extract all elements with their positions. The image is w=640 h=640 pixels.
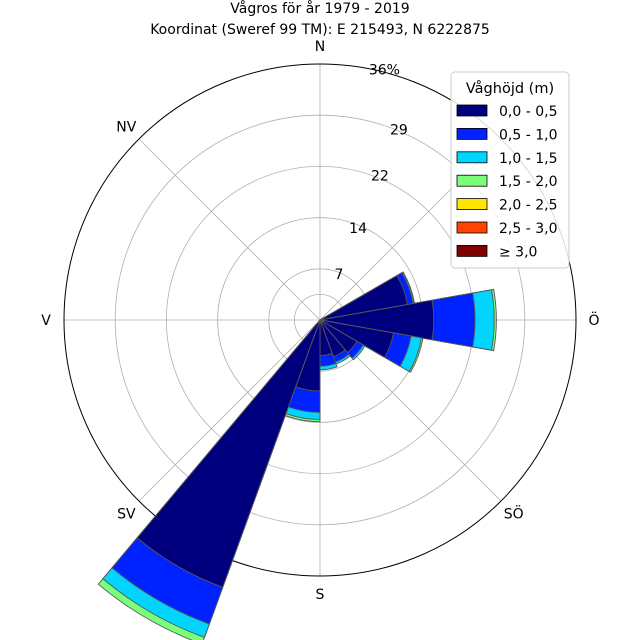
direction-label: SV <box>117 507 136 523</box>
legend-label: 1,0 - 1,5 <box>499 151 557 167</box>
chart-title: Vågros för år 1979 - 2019 <box>230 0 409 17</box>
legend-label: 0,0 - 0,5 <box>499 104 557 120</box>
rose-bars <box>97 271 497 640</box>
direction-label: SÖ <box>504 505 524 523</box>
legend-label: ≥ 3,0 <box>499 244 537 260</box>
legend-label: 2,0 - 2,5 <box>499 198 557 214</box>
direction-label: Ö <box>588 311 599 329</box>
direction-label: N <box>315 39 325 55</box>
legend-swatch <box>456 244 488 257</box>
rose-bar-segment <box>136 319 321 588</box>
ring-tick-label: 29 <box>390 123 408 139</box>
legend-swatch <box>456 104 488 117</box>
legend: Våghöjd (m) 0,0 - 0,5 0,5 - 1,0 1,0 - 1,5 1,… <box>450 71 570 269</box>
ring-tick-label: 14 <box>349 221 367 237</box>
legend-swatch <box>456 198 488 211</box>
legend-swatch <box>456 174 488 187</box>
chart-subtitle: Koordinat (Sweref 99 TM): E 215493, N 62… <box>150 22 490 38</box>
direction-label: NV <box>116 119 136 135</box>
direction-label: V <box>41 313 51 329</box>
legend-swatch <box>456 127 488 140</box>
polar-labels: N NV V SV S SÖ Ö 7 14 22 29 36% <box>41 39 599 603</box>
ring-tick-label: 22 <box>371 169 389 185</box>
rose-bar-segment <box>319 319 395 358</box>
legend-label: 0,5 - 1,0 <box>499 127 557 143</box>
direction-label: S <box>316 587 325 603</box>
legend-swatch <box>456 221 488 234</box>
legend-label: 2,5 - 3,0 <box>499 221 557 237</box>
legend-swatch <box>456 151 488 164</box>
radial-gridline <box>138 319 321 502</box>
radial-gridline <box>138 138 321 321</box>
rose-bar-segment <box>319 299 435 341</box>
outer-ring <box>63 63 577 577</box>
ring-tick-label: 7 <box>335 267 344 283</box>
ring-max-label: 36% <box>369 63 400 79</box>
legend-title: Våghöjd (m) <box>466 80 554 97</box>
legend-frame <box>450 71 570 269</box>
ring-gridline <box>114 114 526 526</box>
legend-label: 1,5 - 2,0 <box>499 174 557 190</box>
